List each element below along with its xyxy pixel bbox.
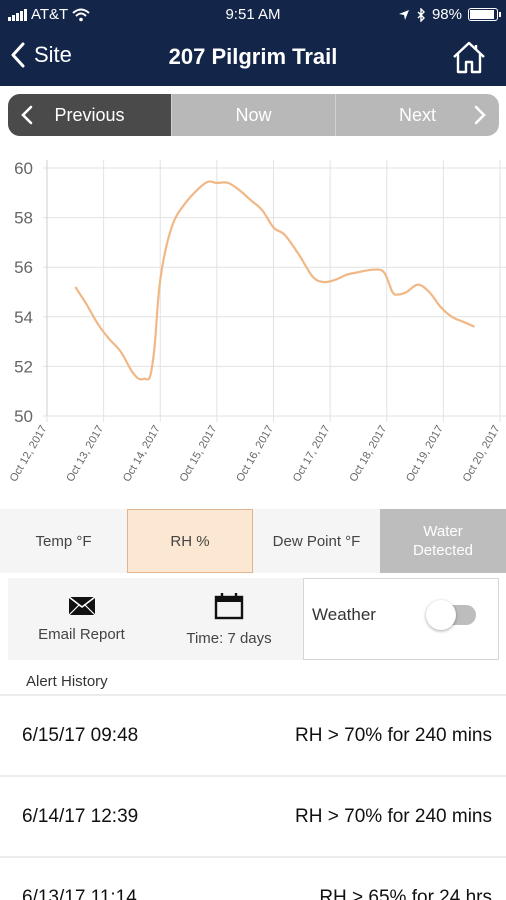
x-tick-label: Oct 16, 2017 [234, 424, 276, 485]
battery-icon [468, 8, 501, 21]
x-tick-label: Oct 13, 2017 [64, 424, 106, 485]
location-icon [398, 9, 409, 20]
x-tick-label: Oct 12, 2017 [8, 424, 50, 485]
now-label: Now [235, 104, 272, 125]
alert-row[interactable]: 6/15/17 09:48 RH > 70% for 240 mins [0, 694, 506, 775]
temp-tab[interactable]: Temp °F [0, 509, 127, 573]
alert-message: RH > 70% for 240 mins [295, 724, 492, 746]
alert-history-list: 6/15/17 09:48 RH > 70% for 240 mins 6/14… [0, 694, 506, 900]
alert-message: RH > 70% for 240 mins [295, 805, 492, 827]
alert-row[interactable]: 6/14/17 12:39 RH > 70% for 240 mins [0, 775, 506, 856]
bluetooth-icon [417, 7, 425, 22]
home-button[interactable] [450, 38, 488, 76]
wifi-icon [72, 8, 90, 21]
email-report-label: Email Report [38, 625, 125, 643]
carrier-group: AT&T [8, 6, 90, 23]
battery-fill [470, 10, 494, 19]
email-report-button[interactable]: Email Report [8, 578, 155, 660]
water-detected-tab[interactable]: Water Detected [380, 509, 506, 573]
envelope-icon [68, 595, 95, 615]
calendar-icon [214, 592, 244, 619]
nav-bar: Site 207 Pilgrim Trail [0, 30, 506, 86]
weather-toggle-panel: Weather [303, 578, 499, 660]
alert-date: 6/13/17 11:14 [22, 886, 137, 900]
chevron-left-icon [21, 105, 33, 125]
previous-label: Previous [54, 104, 125, 125]
weather-toggle[interactable] [426, 600, 476, 630]
toggle-knob [426, 600, 456, 630]
battery-percent: 98% [431, 6, 462, 23]
weather-label: Weather [312, 605, 376, 624]
home-icon [453, 41, 485, 74]
alert-date: 6/14/17 12:39 [22, 805, 139, 827]
next-segment[interactable]: Next [335, 94, 499, 136]
y-tick-label: 58 [14, 209, 33, 228]
rh-series-line [74, 180, 475, 381]
page-title: 207 Pilgrim Trail [168, 44, 338, 69]
back-label: Site [34, 42, 72, 67]
dew-point-tab[interactable]: Dew Point °F [253, 509, 380, 573]
alert-message: RH > 65% for 24 hrs [319, 886, 492, 900]
status-right-group: 98% [398, 6, 501, 23]
y-tick-label: 56 [14, 258, 33, 277]
y-tick-label: 60 [14, 159, 33, 178]
rh-tab[interactable]: RH % [127, 509, 253, 573]
actions-row: Email Report Time: 7 days Weather [8, 578, 499, 660]
alert-row[interactable]: 6/13/17 11:14 RH > 65% for 24 hrs [0, 856, 506, 900]
chevron-right-icon [474, 105, 486, 125]
x-tick-label: Oct 14, 2017 [121, 424, 163, 485]
rh-line-chart: Oct 12, 2017 Oct 13, 2017 Oct 14, 2017 Oct … [8, 159, 506, 485]
previous-segment[interactable]: Previous [8, 94, 171, 136]
chevron-left-icon [11, 42, 25, 68]
x-tick-label: Oct 15, 2017 [178, 424, 220, 485]
next-label: Next [398, 104, 436, 125]
x-tick-label: Oct 20, 2017 [461, 424, 503, 485]
x-tick-label: Oct 18, 2017 [347, 424, 389, 485]
alert-date: 6/15/17 09:48 [22, 724, 139, 746]
x-tick-label: Oct 19, 2017 [404, 424, 446, 485]
y-tick-label: 52 [14, 357, 33, 376]
alert-history-heading: Alert History [26, 673, 108, 690]
status-time: 9:51 AM [225, 6, 281, 23]
time-range-button[interactable]: Time: 7 days [155, 578, 303, 660]
signal-icon [8, 8, 27, 21]
y-tick-label: 54 [14, 308, 33, 327]
metric-tabs: Temp °F RH % Dew Point °F Water Detected [0, 509, 506, 573]
period-segmented-control: Previous Now Next [8, 94, 499, 136]
back-button[interactable]: Site [10, 42, 72, 68]
y-tick-label: 50 [14, 407, 33, 426]
carrier-label: AT&T [31, 6, 69, 23]
now-segment[interactable]: Now [171, 94, 335, 136]
status-bar: AT&T 9:51 AM 98% [0, 0, 506, 30]
time-range-label: Time: 7 days [186, 629, 272, 647]
x-tick-label: Oct 17, 2017 [291, 424, 333, 485]
